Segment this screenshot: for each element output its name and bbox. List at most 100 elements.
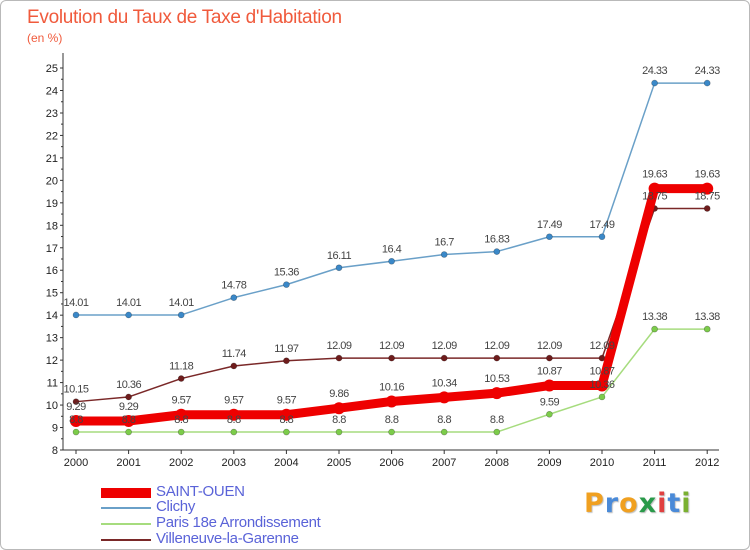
data-label: 8.8: [490, 414, 504, 426]
data-point: [70, 415, 82, 428]
y-tick-label: 10: [46, 400, 58, 412]
data-label: 12.09: [432, 340, 457, 352]
x-tick-label: 2011: [643, 457, 667, 469]
logo-letter: r: [604, 488, 620, 519]
data-label: 10.15: [63, 384, 88, 396]
data-label: 24.33: [695, 65, 720, 77]
data-label: 12.09: [379, 340, 404, 352]
data-label: 17.49: [537, 219, 562, 231]
y-tick-label: 8: [52, 445, 58, 457]
data-point: [546, 410, 553, 418]
data-label: 14.01: [63, 297, 88, 309]
data-point: [283, 281, 290, 288]
y-tick-label: 20: [46, 175, 58, 187]
data-point: [543, 379, 556, 392]
data-label: 14.78: [221, 280, 246, 292]
data-label: 12.09: [326, 340, 351, 352]
data-label: 11.97: [274, 343, 299, 355]
data-label: 9.29: [119, 401, 139, 413]
data-point: [385, 395, 398, 408]
data-label: 8.8: [227, 414, 241, 426]
y-tick-label: 16: [46, 265, 58, 277]
data-label: 9.57: [224, 395, 244, 407]
data-label: 11.18: [169, 361, 194, 373]
data-label: 10.53: [484, 373, 509, 385]
data-point: [651, 79, 658, 87]
data-point: [493, 354, 501, 362]
logo-letter: i: [657, 488, 668, 519]
data-label: 17.49: [589, 219, 614, 231]
data-point: [125, 311, 132, 319]
y-tick-label: 19: [46, 198, 58, 210]
data-point: [283, 357, 290, 365]
data-point: [333, 402, 345, 415]
chart-title: Evolution du Taux de Taxe d'Habitation: [27, 7, 342, 28]
data-label: 9.57: [277, 395, 297, 407]
x-tick-label: 2002: [169, 457, 193, 469]
data-label: 19.63: [695, 169, 720, 181]
x-tick-label: 2009: [537, 457, 561, 469]
legend-label: Paris 18e Arrondissement: [156, 514, 321, 531]
legend-swatch: [101, 507, 151, 509]
data-label: 16.11: [327, 250, 352, 262]
proxiti-logo: Proxiti: [584, 488, 692, 519]
data-point: [388, 257, 395, 265]
data-point: [335, 428, 343, 436]
data-label: 8.8: [69, 414, 83, 426]
logo-letter: P: [584, 488, 605, 519]
series-line: [76, 82, 708, 316]
data-point: [440, 428, 448, 436]
data-label: 12.09: [484, 340, 509, 352]
data-label: 11.74: [222, 348, 247, 360]
y-tick-label: 18: [46, 220, 58, 232]
y-tick-label: 9: [52, 423, 58, 435]
data-point: [72, 428, 80, 436]
data-label: 14.01: [169, 297, 194, 309]
data-point: [651, 325, 658, 333]
data-label: 16.83: [484, 234, 509, 246]
series-1: [72, 79, 711, 319]
y-tick-label: 25: [46, 63, 58, 75]
x-tick-label: 2003: [222, 457, 246, 469]
data-label: 8.8: [122, 414, 136, 426]
data-label: 18.75: [642, 190, 667, 202]
data-point: [546, 354, 553, 362]
y-tick-label: 15: [46, 288, 58, 300]
data-point: [72, 311, 80, 319]
data-point: [493, 248, 501, 255]
data-label: 10.34: [432, 377, 457, 389]
y-tick-label: 14: [46, 310, 58, 322]
x-tick-label: 2008: [485, 457, 509, 469]
legend-label: SAINT-OUEN: [156, 483, 245, 500]
y-tick-label: 17: [46, 243, 58, 255]
series-2: [72, 325, 711, 436]
data-label: 12.09: [589, 340, 614, 352]
data-point: [440, 354, 448, 362]
y-tick-label: 11: [47, 378, 58, 390]
data-label: 8.8: [332, 414, 346, 426]
logo-letter: o: [619, 488, 639, 519]
data-label: 16.4: [382, 243, 402, 255]
data-label: 12.09: [537, 340, 562, 352]
y-tick-label: 21: [46, 153, 58, 165]
data-label: 9.86: [329, 388, 349, 400]
data-point: [388, 428, 395, 436]
data-point: [490, 387, 503, 400]
logo-letter: i: [681, 488, 692, 519]
legend-swatch: [101, 539, 151, 541]
x-tick-label: 2001: [116, 457, 140, 469]
data-label: 10.16: [379, 381, 404, 393]
data-point: [438, 391, 451, 404]
y-tick-label: 24: [46, 85, 58, 97]
data-point: [493, 428, 501, 436]
legend-swatch: [101, 488, 151, 498]
logo-letter: t: [667, 488, 682, 519]
data-point: [175, 408, 188, 421]
data-label: 10.87: [589, 366, 614, 378]
x-tick-label: 2012: [695, 457, 719, 469]
data-point: [546, 233, 553, 241]
data-point: [335, 354, 343, 362]
data-point: [177, 428, 185, 436]
